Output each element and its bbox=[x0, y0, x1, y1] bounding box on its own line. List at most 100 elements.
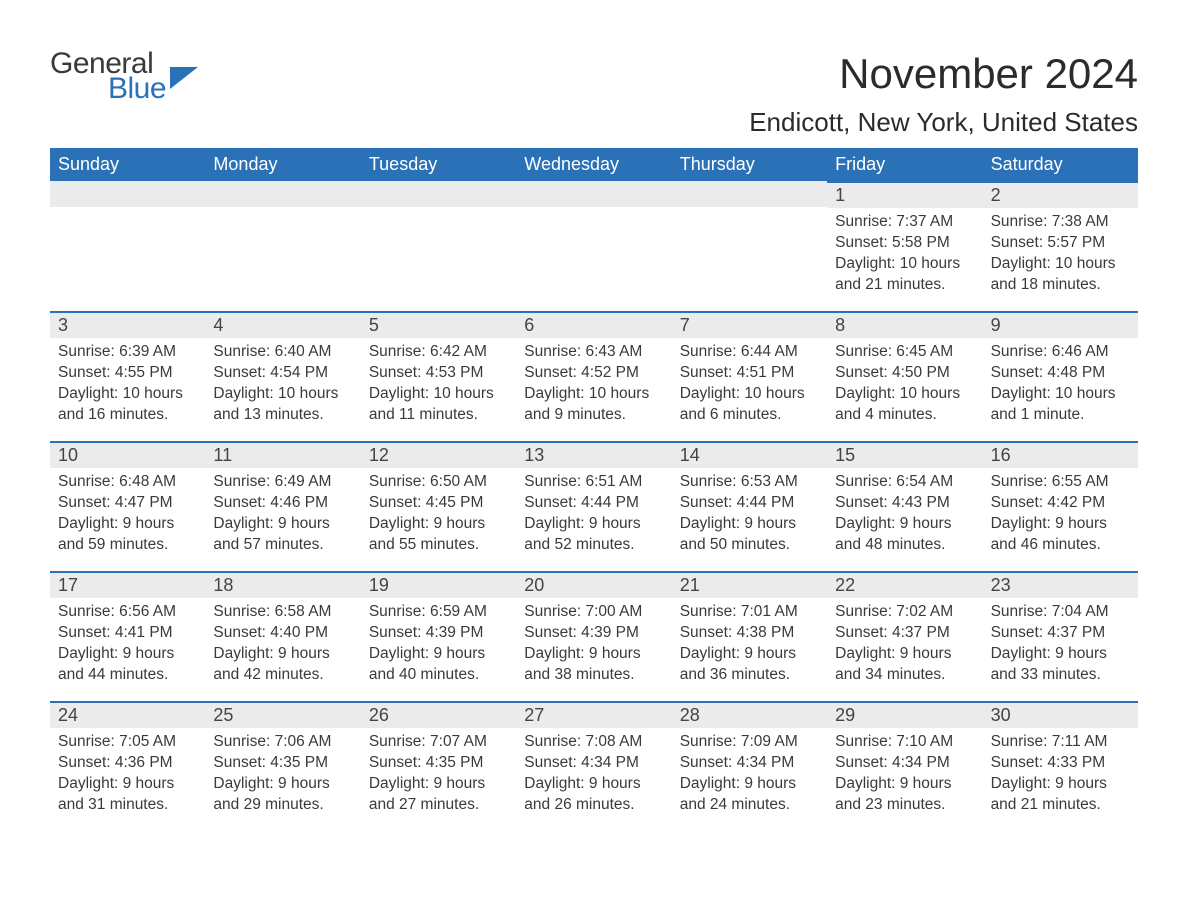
day-detail: Sunrise: 7:02 AMSunset: 4:37 PMDaylight:… bbox=[827, 598, 982, 686]
sunrise-line: Sunrise: 6:55 AM bbox=[991, 472, 1130, 493]
brand-logo: General Blue bbox=[50, 50, 198, 103]
day-number: 25 bbox=[205, 701, 360, 728]
sunrise-line: Sunrise: 6:56 AM bbox=[58, 602, 197, 623]
day-number: 26 bbox=[361, 701, 516, 728]
day-detail: Sunrise: 7:11 AMSunset: 4:33 PMDaylight:… bbox=[983, 728, 1138, 816]
daylight-line: Daylight: 9 hours and 57 minutes. bbox=[213, 514, 352, 556]
day-detail: Sunrise: 6:55 AMSunset: 4:42 PMDaylight:… bbox=[983, 468, 1138, 556]
sunrise-line: Sunrise: 7:02 AM bbox=[835, 602, 974, 623]
day-number: 13 bbox=[516, 441, 671, 468]
empty-day-cell bbox=[205, 181, 360, 311]
day-detail: Sunrise: 6:51 AMSunset: 4:44 PMDaylight:… bbox=[516, 468, 671, 556]
daylight-line: Daylight: 9 hours and 24 minutes. bbox=[680, 774, 819, 816]
sunrise-line: Sunrise: 7:06 AM bbox=[213, 732, 352, 753]
day-number: 17 bbox=[50, 571, 205, 598]
day-cell: 4Sunrise: 6:40 AMSunset: 4:54 PMDaylight… bbox=[205, 311, 360, 441]
sunset-line: Sunset: 4:54 PM bbox=[213, 363, 352, 384]
empty-daynum-row bbox=[50, 181, 205, 207]
sunrise-line: Sunrise: 6:59 AM bbox=[369, 602, 508, 623]
day-number: 21 bbox=[672, 571, 827, 598]
day-cell: 29Sunrise: 7:10 AMSunset: 4:34 PMDayligh… bbox=[827, 701, 982, 831]
sunrise-line: Sunrise: 6:50 AM bbox=[369, 472, 508, 493]
day-detail: Sunrise: 7:06 AMSunset: 4:35 PMDaylight:… bbox=[205, 728, 360, 816]
day-cell: 30Sunrise: 7:11 AMSunset: 4:33 PMDayligh… bbox=[983, 701, 1138, 831]
day-number: 7 bbox=[672, 311, 827, 338]
daylight-line: Daylight: 9 hours and 33 minutes. bbox=[991, 644, 1130, 686]
day-detail: Sunrise: 6:45 AMSunset: 4:50 PMDaylight:… bbox=[827, 338, 982, 426]
sunset-line: Sunset: 4:39 PM bbox=[524, 623, 663, 644]
daylight-line: Daylight: 9 hours and 59 minutes. bbox=[58, 514, 197, 556]
daylight-line: Daylight: 9 hours and 42 minutes. bbox=[213, 644, 352, 686]
day-detail: Sunrise: 6:50 AMSunset: 4:45 PMDaylight:… bbox=[361, 468, 516, 556]
day-cell: 23Sunrise: 7:04 AMSunset: 4:37 PMDayligh… bbox=[983, 571, 1138, 701]
day-detail: Sunrise: 7:04 AMSunset: 4:37 PMDaylight:… bbox=[983, 598, 1138, 686]
daylight-line: Daylight: 9 hours and 44 minutes. bbox=[58, 644, 197, 686]
day-cell: 20Sunrise: 7:00 AMSunset: 4:39 PMDayligh… bbox=[516, 571, 671, 701]
day-cell: 28Sunrise: 7:09 AMSunset: 4:34 PMDayligh… bbox=[672, 701, 827, 831]
day-number: 4 bbox=[205, 311, 360, 338]
day-cell: 5Sunrise: 6:42 AMSunset: 4:53 PMDaylight… bbox=[361, 311, 516, 441]
day-number: 5 bbox=[361, 311, 516, 338]
sunrise-line: Sunrise: 7:05 AM bbox=[58, 732, 197, 753]
day-detail: Sunrise: 7:09 AMSunset: 4:34 PMDaylight:… bbox=[672, 728, 827, 816]
daylight-line: Daylight: 9 hours and 23 minutes. bbox=[835, 774, 974, 816]
calendar-weekday-header: SundayMondayTuesdayWednesdayThursdayFrid… bbox=[50, 148, 1138, 181]
location-subtitle: Endicott, New York, United States bbox=[50, 107, 1138, 138]
day-number: 30 bbox=[983, 701, 1138, 728]
sunset-line: Sunset: 4:34 PM bbox=[835, 753, 974, 774]
daylight-line: Daylight: 10 hours and 4 minutes. bbox=[835, 384, 974, 426]
daylight-line: Daylight: 9 hours and 29 minutes. bbox=[213, 774, 352, 816]
sunrise-line: Sunrise: 7:38 AM bbox=[991, 212, 1130, 233]
sunset-line: Sunset: 4:53 PM bbox=[369, 363, 508, 384]
daylight-line: Daylight: 9 hours and 50 minutes. bbox=[680, 514, 819, 556]
sunset-line: Sunset: 4:55 PM bbox=[58, 363, 197, 384]
sunset-line: Sunset: 4:39 PM bbox=[369, 623, 508, 644]
day-detail: Sunrise: 6:56 AMSunset: 4:41 PMDaylight:… bbox=[50, 598, 205, 686]
day-detail: Sunrise: 6:48 AMSunset: 4:47 PMDaylight:… bbox=[50, 468, 205, 556]
sunset-line: Sunset: 4:52 PM bbox=[524, 363, 663, 384]
sunset-line: Sunset: 4:34 PM bbox=[680, 753, 819, 774]
sunrise-line: Sunrise: 6:53 AM bbox=[680, 472, 819, 493]
empty-day-cell bbox=[516, 181, 671, 311]
day-cell: 11Sunrise: 6:49 AMSunset: 4:46 PMDayligh… bbox=[205, 441, 360, 571]
day-cell: 21Sunrise: 7:01 AMSunset: 4:38 PMDayligh… bbox=[672, 571, 827, 701]
sunrise-line: Sunrise: 6:58 AM bbox=[213, 602, 352, 623]
day-number: 27 bbox=[516, 701, 671, 728]
day-cell: 16Sunrise: 6:55 AMSunset: 4:42 PMDayligh… bbox=[983, 441, 1138, 571]
day-number: 19 bbox=[361, 571, 516, 598]
day-cell: 22Sunrise: 7:02 AMSunset: 4:37 PMDayligh… bbox=[827, 571, 982, 701]
weekday-label: Wednesday bbox=[516, 148, 671, 181]
day-detail: Sunrise: 6:40 AMSunset: 4:54 PMDaylight:… bbox=[205, 338, 360, 426]
day-cell: 13Sunrise: 6:51 AMSunset: 4:44 PMDayligh… bbox=[516, 441, 671, 571]
day-cell: 25Sunrise: 7:06 AMSunset: 4:35 PMDayligh… bbox=[205, 701, 360, 831]
day-cell: 15Sunrise: 6:54 AMSunset: 4:43 PMDayligh… bbox=[827, 441, 982, 571]
sunset-line: Sunset: 5:57 PM bbox=[991, 233, 1130, 254]
sunset-line: Sunset: 4:33 PM bbox=[991, 753, 1130, 774]
day-cell: 24Sunrise: 7:05 AMSunset: 4:36 PMDayligh… bbox=[50, 701, 205, 831]
sunrise-line: Sunrise: 6:39 AM bbox=[58, 342, 197, 363]
empty-daynum-row bbox=[672, 181, 827, 207]
flag-icon bbox=[170, 67, 198, 89]
daylight-line: Daylight: 9 hours and 55 minutes. bbox=[369, 514, 508, 556]
daylight-line: Daylight: 9 hours and 31 minutes. bbox=[58, 774, 197, 816]
day-number: 18 bbox=[205, 571, 360, 598]
page-title: November 2024 bbox=[839, 50, 1138, 98]
day-detail: Sunrise: 6:44 AMSunset: 4:51 PMDaylight:… bbox=[672, 338, 827, 426]
daylight-line: Daylight: 9 hours and 27 minutes. bbox=[369, 774, 508, 816]
day-number: 10 bbox=[50, 441, 205, 468]
sunrise-line: Sunrise: 7:09 AM bbox=[680, 732, 819, 753]
day-number: 29 bbox=[827, 701, 982, 728]
day-number: 22 bbox=[827, 571, 982, 598]
day-detail: Sunrise: 7:01 AMSunset: 4:38 PMDaylight:… bbox=[672, 598, 827, 686]
day-cell: 7Sunrise: 6:44 AMSunset: 4:51 PMDaylight… bbox=[672, 311, 827, 441]
sunrise-line: Sunrise: 7:07 AM bbox=[369, 732, 508, 753]
sunrise-line: Sunrise: 6:46 AM bbox=[991, 342, 1130, 363]
day-cell: 2Sunrise: 7:38 AMSunset: 5:57 PMDaylight… bbox=[983, 181, 1138, 311]
sunset-line: Sunset: 4:44 PM bbox=[680, 493, 819, 514]
daylight-line: Daylight: 9 hours and 21 minutes. bbox=[991, 774, 1130, 816]
sunrise-line: Sunrise: 6:43 AM bbox=[524, 342, 663, 363]
day-detail: Sunrise: 6:53 AMSunset: 4:44 PMDaylight:… bbox=[672, 468, 827, 556]
sunrise-line: Sunrise: 6:44 AM bbox=[680, 342, 819, 363]
sunrise-line: Sunrise: 7:08 AM bbox=[524, 732, 663, 753]
day-detail: Sunrise: 7:00 AMSunset: 4:39 PMDaylight:… bbox=[516, 598, 671, 686]
